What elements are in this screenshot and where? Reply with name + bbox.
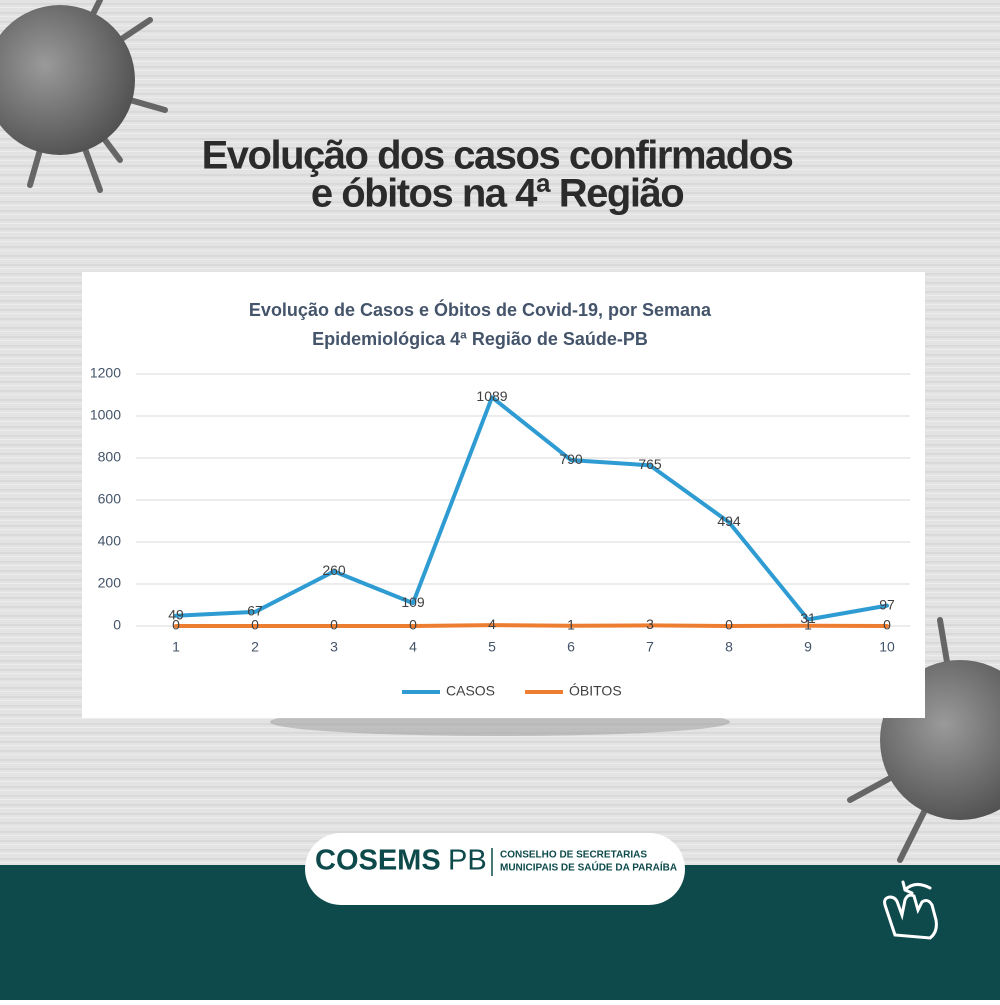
y-tick-label: 600	[98, 491, 122, 507]
x-tick-label: 7	[646, 639, 654, 655]
org-name: CONSELHO DE SECRETARIAS	[500, 850, 647, 861]
data-label: 1	[804, 616, 812, 632]
data-label: 49	[168, 606, 184, 622]
data-label: 1089	[476, 388, 507, 404]
data-label: 0	[172, 617, 180, 633]
data-label: 109	[401, 594, 425, 610]
series-line	[174, 623, 889, 628]
y-tick-label: 400	[98, 533, 122, 549]
x-tick-label: 3	[330, 639, 338, 655]
series-line	[174, 395, 889, 622]
data-label: 0	[409, 617, 417, 633]
header-title: Evolução dos casos confirmados	[202, 134, 793, 178]
data-label: 260	[322, 562, 346, 578]
logo: COSEMS	[315, 845, 441, 877]
logo-pill	[305, 833, 685, 905]
chart-title: Epidemiológica 4ª Região de Saúde-PB	[312, 329, 648, 349]
data-label: 0	[251, 617, 259, 633]
x-tick-label: 10	[879, 639, 895, 655]
x-tick-label: 4	[409, 639, 417, 655]
y-tick-label: 1000	[90, 407, 121, 423]
chart-title: Evolução de Casos e Óbitos de Covid-19, …	[249, 299, 712, 320]
org-name: MUNICIPAIS DE SAÚDE DA PARAÍBA	[500, 861, 677, 874]
x-tick-label: 1	[172, 639, 180, 655]
data-label: 765	[638, 456, 662, 472]
header-title: e óbitos na 4ª Região	[311, 172, 683, 216]
data-label: 97	[879, 596, 895, 612]
legend-label: CASOS	[446, 683, 495, 699]
x-tick-label: 9	[804, 639, 812, 655]
swipe-icon	[883, 880, 938, 940]
x-tick-label: 2	[251, 639, 259, 655]
data-label: 0	[725, 617, 733, 633]
data-label: 0	[330, 617, 338, 633]
data-label: 31	[800, 610, 816, 626]
x-tick-label: 8	[725, 639, 733, 655]
x-tick-label: 5	[488, 639, 496, 655]
data-label: 1	[567, 616, 575, 632]
x-tick-label: 6	[567, 639, 575, 655]
y-tick-label: 200	[98, 575, 122, 591]
logo-suffix: PB	[448, 845, 487, 877]
data-label: 790	[559, 451, 583, 467]
data-label: 494	[717, 513, 741, 529]
y-tick-label: 0	[113, 617, 121, 633]
chart-panel	[82, 272, 925, 718]
y-tick-label: 1200	[90, 365, 121, 381]
y-tick-label: 800	[98, 449, 122, 465]
legend-label: ÓBITOS	[569, 683, 622, 699]
data-label: 67	[247, 603, 263, 619]
data-label: 0	[883, 617, 891, 633]
data-label: 4	[488, 616, 496, 632]
data-label: 3	[646, 616, 654, 632]
virus-top-left	[0, 0, 168, 193]
